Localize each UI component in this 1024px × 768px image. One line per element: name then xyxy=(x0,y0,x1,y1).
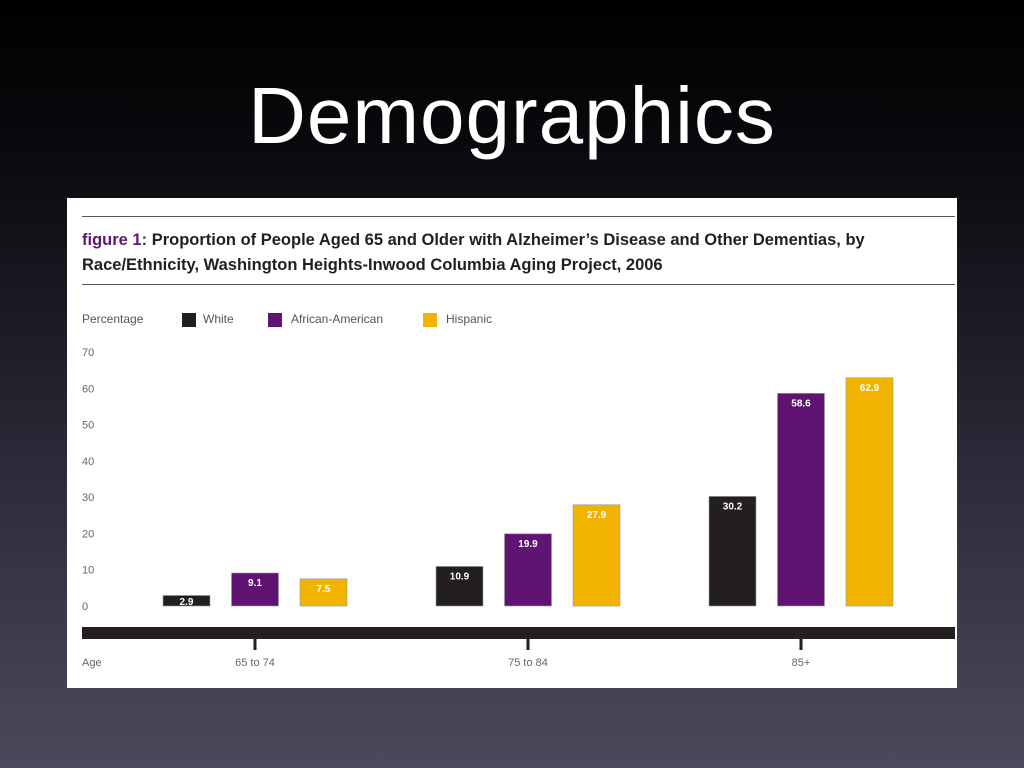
legend-swatch-hispanic xyxy=(423,313,437,327)
top-rule xyxy=(82,216,955,217)
y-tick-label: 0 xyxy=(82,601,88,613)
bar-value-label: 7.5 xyxy=(317,584,331,595)
bar xyxy=(435,566,484,607)
y-tick-label: 10 xyxy=(82,565,94,577)
bar-value-label: 10.9 xyxy=(450,571,470,582)
y-tick-label: 50 xyxy=(82,420,94,432)
bar xyxy=(708,496,757,607)
figure-caption-text: Proportion of People Aged 65 and Older w… xyxy=(82,231,865,274)
bar-value-label: 58.6 xyxy=(791,398,811,409)
x-axis-bar xyxy=(82,627,955,639)
y-axis-caption: Percentage xyxy=(82,312,144,326)
figure-caption: figure 1: Proportion of People Aged 65 a… xyxy=(82,228,952,278)
x-tick-mark xyxy=(799,638,803,650)
slide-title: Demographics xyxy=(248,71,776,160)
bar xyxy=(845,377,894,607)
figure-panel: figure 1: Proportion of People Aged 65 a… xyxy=(67,198,957,688)
y-tick-label: 70 xyxy=(82,347,94,359)
bar xyxy=(231,572,279,607)
x-tick-label: 85+ xyxy=(792,657,811,669)
x-tick-label: 65 to 74 xyxy=(235,657,275,669)
x-tick-label: 75 to 84 xyxy=(508,657,548,669)
bar xyxy=(504,533,552,607)
bar-value-label: 27.9 xyxy=(587,510,607,521)
x-tick-mark xyxy=(253,638,257,650)
bar-value-label: 30.2 xyxy=(723,501,743,512)
x-axis-caption: Age xyxy=(82,657,102,669)
bar xyxy=(777,393,825,607)
bar-chart: 0 10 20 30 40 50 60 70 2.9 9.1 7.5 65 to 74 10.9 19.9… xyxy=(82,347,955,669)
bar xyxy=(572,504,621,607)
bar xyxy=(299,578,348,607)
bar xyxy=(162,595,211,607)
legend-swatch-white xyxy=(182,313,196,327)
bar-value-label: 62.9 xyxy=(860,383,880,394)
bar-value-label: 9.1 xyxy=(248,578,262,589)
bar-value-label: 2.9 xyxy=(180,597,194,608)
legend-label-african-american: African-American xyxy=(291,312,384,326)
legend-label-white: White xyxy=(203,312,234,326)
figure-label: figure 1: xyxy=(82,231,148,249)
legend-swatch-african-american xyxy=(268,313,282,327)
x-tick-mark xyxy=(526,638,530,650)
y-tick-label: 40 xyxy=(82,456,94,468)
y-tick-label: 20 xyxy=(82,528,94,540)
y-tick-label: 30 xyxy=(82,492,94,504)
caption-rule xyxy=(82,284,955,285)
y-tick-label: 60 xyxy=(82,383,94,395)
legend-label-hispanic: Hispanic xyxy=(446,312,493,326)
bar-value-label: 19.9 xyxy=(518,539,538,550)
